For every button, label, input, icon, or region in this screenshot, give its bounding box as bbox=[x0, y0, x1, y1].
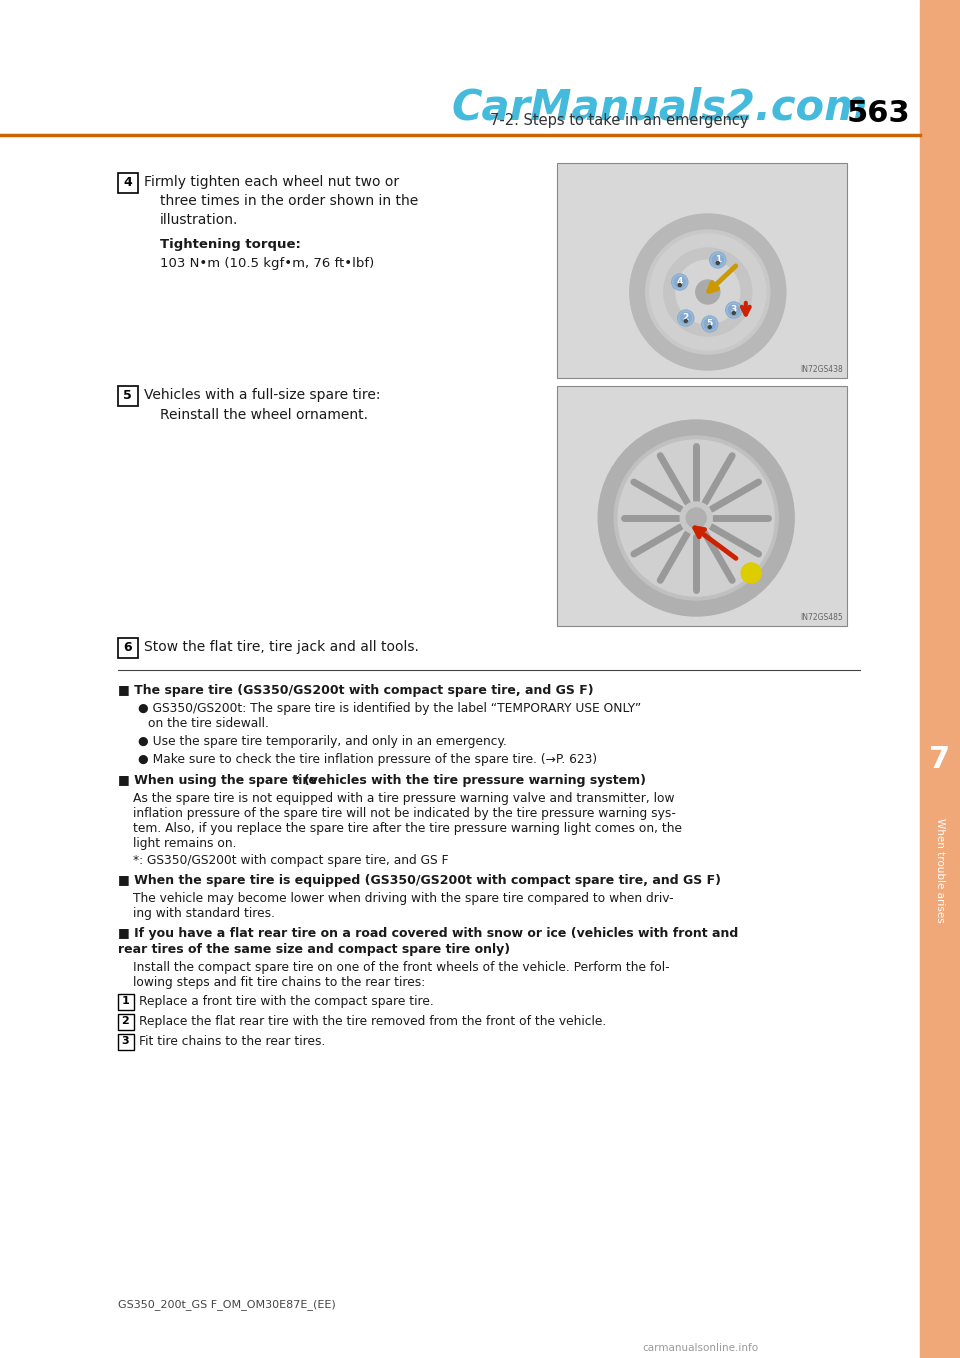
Text: ● GS350/GS200t: The spare tire is identified by the label “TEMPORARY USE ONLY”: ● GS350/GS200t: The spare tire is identi… bbox=[138, 702, 641, 716]
Text: Firmly tighten each wheel nut two or: Firmly tighten each wheel nut two or bbox=[144, 175, 399, 189]
Circle shape bbox=[630, 215, 786, 369]
FancyBboxPatch shape bbox=[117, 1013, 133, 1029]
Circle shape bbox=[696, 280, 720, 304]
Circle shape bbox=[618, 440, 774, 596]
FancyBboxPatch shape bbox=[117, 637, 137, 657]
Bar bbox=[557, 163, 847, 378]
Circle shape bbox=[741, 564, 761, 583]
Text: Replace a front tire with the compact spare tire.: Replace a front tire with the compact sp… bbox=[139, 995, 434, 1008]
Text: tem. Also, if you replace the spare tire after the tire pressure warning light c: tem. Also, if you replace the spare tire… bbox=[133, 822, 682, 835]
Circle shape bbox=[663, 249, 752, 335]
Circle shape bbox=[676, 259, 740, 325]
Text: When trouble arises: When trouble arises bbox=[935, 818, 945, 922]
Circle shape bbox=[716, 262, 719, 265]
Text: As the spare tire is not equipped with a tire pressure warning valve and transmi: As the spare tire is not equipped with a… bbox=[133, 792, 675, 805]
Text: 1: 1 bbox=[714, 255, 721, 265]
Text: three times in the order shown in the: three times in the order shown in the bbox=[160, 194, 419, 208]
FancyBboxPatch shape bbox=[117, 994, 133, 1009]
Text: ■ When using the spare tire: ■ When using the spare tire bbox=[118, 774, 317, 788]
Text: 4: 4 bbox=[677, 277, 683, 287]
Circle shape bbox=[732, 311, 735, 315]
Text: ■ If you have a flat rear tire on a road covered with snow or ice (vehicles with: ■ If you have a flat rear tire on a road… bbox=[118, 928, 738, 940]
Text: light remains on.: light remains on. bbox=[133, 837, 236, 850]
Circle shape bbox=[686, 508, 707, 528]
Text: lowing steps and fit tire chains to the rear tires:: lowing steps and fit tire chains to the … bbox=[133, 976, 425, 989]
Circle shape bbox=[709, 253, 726, 268]
Text: Tightening torque:: Tightening torque: bbox=[160, 238, 300, 251]
Bar bbox=[557, 386, 847, 626]
Circle shape bbox=[726, 301, 742, 318]
Text: 7-2. Steps to take in an emergency: 7-2. Steps to take in an emergency bbox=[490, 113, 749, 128]
Text: 4: 4 bbox=[123, 177, 132, 189]
Circle shape bbox=[708, 326, 711, 329]
Text: 563: 563 bbox=[847, 99, 910, 128]
Text: CarManuals2.com: CarManuals2.com bbox=[452, 87, 868, 129]
Circle shape bbox=[614, 436, 779, 600]
Circle shape bbox=[650, 234, 766, 350]
Text: Install the compact spare tire on one of the front wheels of the vehicle. Perfor: Install the compact spare tire on one of… bbox=[133, 961, 670, 974]
Text: illustration.: illustration. bbox=[160, 213, 238, 227]
Text: Reinstall the wheel ornament.: Reinstall the wheel ornament. bbox=[160, 407, 368, 422]
Text: rear tires of the same size and compact spare tire only): rear tires of the same size and compact … bbox=[118, 942, 510, 956]
Text: on the tire sidewall.: on the tire sidewall. bbox=[148, 717, 269, 731]
FancyBboxPatch shape bbox=[117, 1033, 133, 1050]
Text: 1: 1 bbox=[122, 997, 130, 1006]
Text: GS350_200t_GS F_OM_OM30E87E_(EE): GS350_200t_GS F_OM_OM30E87E_(EE) bbox=[118, 1300, 336, 1310]
Text: IN72GS485: IN72GS485 bbox=[801, 612, 843, 622]
Text: Replace the flat rear tire with the tire removed from the front of the vehicle.: Replace the flat rear tire with the tire… bbox=[139, 1014, 607, 1028]
Circle shape bbox=[681, 502, 712, 534]
Text: ● Make sure to check the tire inflation pressure of the spare tire. (→P. 623): ● Make sure to check the tire inflation … bbox=[138, 752, 597, 766]
Text: *: GS350/GS200t with compact spare tire, and GS F: *: GS350/GS200t with compact spare tire,… bbox=[133, 854, 448, 866]
Text: Vehicles with a full-size spare tire:: Vehicles with a full-size spare tire: bbox=[144, 388, 380, 402]
Text: 3: 3 bbox=[122, 1036, 130, 1047]
Text: ■ The spare tire (GS350/GS200t with compact spare tire, and GS F): ■ The spare tire (GS350/GS200t with comp… bbox=[118, 684, 593, 697]
Circle shape bbox=[678, 310, 694, 326]
Text: inflation pressure of the spare tire will not be indicated by the tire pressure : inflation pressure of the spare tire wil… bbox=[133, 807, 676, 820]
Circle shape bbox=[672, 274, 687, 291]
Text: carmanualsonline.info: carmanualsonline.info bbox=[642, 1343, 758, 1353]
Text: 2: 2 bbox=[122, 1017, 130, 1027]
Text: ■ When the spare tire is equipped (GS350/GS200t with compact spare tire, and GS : ■ When the spare tire is equipped (GS350… bbox=[118, 875, 721, 887]
Text: 3: 3 bbox=[731, 306, 737, 315]
Text: 2: 2 bbox=[683, 314, 689, 322]
Text: ● Use the spare tire temporarily, and only in an emergency.: ● Use the spare tire temporarily, and on… bbox=[138, 735, 507, 748]
Circle shape bbox=[679, 284, 682, 287]
Text: Fit tire chains to the rear tires.: Fit tire chains to the rear tires. bbox=[139, 1035, 325, 1048]
Circle shape bbox=[646, 230, 770, 354]
FancyBboxPatch shape bbox=[117, 172, 137, 193]
Text: 5: 5 bbox=[123, 388, 132, 402]
Circle shape bbox=[684, 319, 687, 322]
Text: * (vehicles with the tire pressure warning system): * (vehicles with the tire pressure warni… bbox=[293, 774, 646, 788]
Text: The vehicle may become lower when driving with the spare tire compared to when d: The vehicle may become lower when drivin… bbox=[133, 892, 674, 904]
Text: IN72GS438: IN72GS438 bbox=[801, 365, 843, 373]
Text: 7: 7 bbox=[929, 746, 950, 774]
Text: 5: 5 bbox=[707, 319, 713, 329]
FancyBboxPatch shape bbox=[117, 386, 137, 406]
Bar bbox=[920, 0, 960, 1358]
Circle shape bbox=[598, 420, 794, 617]
Text: 103 N•m (10.5 kgf•m, 76 ft•lbf): 103 N•m (10.5 kgf•m, 76 ft•lbf) bbox=[160, 257, 374, 270]
Circle shape bbox=[702, 316, 718, 331]
Text: Stow the flat tire, tire jack and all tools.: Stow the flat tire, tire jack and all to… bbox=[144, 641, 419, 655]
Text: ing with standard tires.: ing with standard tires. bbox=[133, 907, 275, 919]
Text: 6: 6 bbox=[123, 641, 132, 655]
